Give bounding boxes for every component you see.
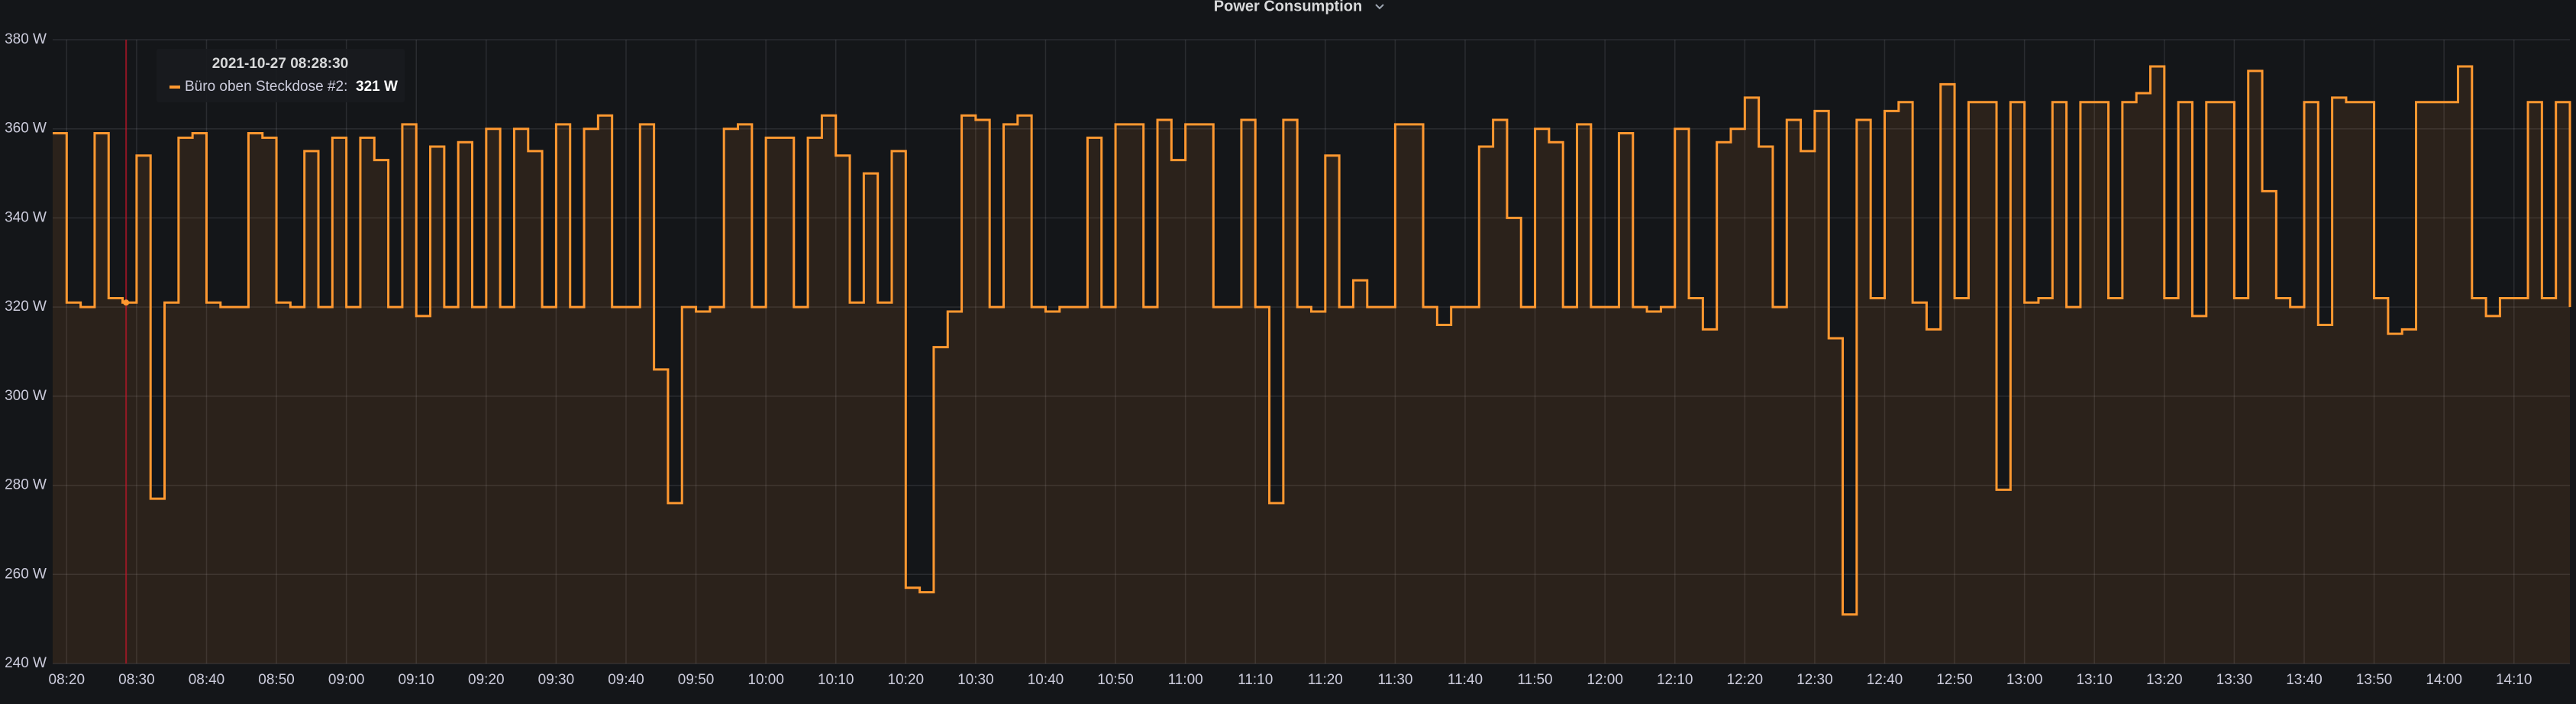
y-tick-label: 360 W: [5, 121, 47, 137]
x-tick-label: 10:10: [818, 672, 854, 688]
x-tick-label: 12:00: [1587, 672, 1623, 688]
tooltip: 2021-10-27 08:28:30 Büro oben Steckdose #…: [157, 49, 405, 102]
y-tick-label: 240 W: [5, 655, 47, 671]
x-tick-label: 14:00: [2426, 672, 2462, 688]
x-tick-label: 13:50: [2356, 672, 2393, 688]
x-tick-label: 10:40: [1028, 672, 1064, 688]
x-tick-label: 09:00: [328, 672, 365, 688]
tooltip-box: [157, 49, 405, 102]
hover-point: [123, 299, 130, 306]
x-tick-label: 09:30: [538, 672, 575, 688]
tooltip-value: 321 W: [356, 79, 398, 95]
x-tick-label: 12:10: [1657, 672, 1693, 688]
x-tick-label: 13:30: [2216, 672, 2253, 688]
x-tick-label: 08:30: [118, 672, 155, 688]
x-tick-label: 09:10: [398, 672, 434, 688]
x-tick-label: 11:00: [1168, 672, 1203, 688]
x-tick-label: 11:30: [1377, 672, 1412, 688]
x-tick-label: 10:00: [747, 672, 784, 688]
y-tick-label: 340 W: [5, 209, 47, 225]
x-tick-label: 13:40: [2286, 672, 2323, 688]
x-tick-label: 14:10: [2496, 672, 2532, 688]
x-tick-label: 12:40: [1867, 672, 1903, 688]
x-tick-label: 09:40: [608, 672, 644, 688]
x-tick-label: 11:10: [1238, 672, 1273, 688]
x-tick-label: 11:40: [1448, 672, 1483, 688]
x-tick-label: 10:20: [888, 672, 925, 688]
x-tick-label: 09:50: [678, 672, 715, 688]
x-tick-label: 10:50: [1097, 672, 1134, 688]
x-tick-label: 12:20: [1727, 672, 1764, 688]
y-tick-label: 320 W: [5, 299, 47, 315]
x-tick-label: 11:50: [1517, 672, 1552, 688]
x-tick-label: 08:40: [189, 672, 225, 688]
tooltip-time: 2021-10-27 08:28:30: [212, 56, 349, 72]
x-tick-label: 08:20: [49, 672, 86, 688]
panel-title[interactable]: Power Consumption: [1214, 0, 1362, 15]
y-tick-label: 280 W: [5, 477, 47, 493]
x-tick-label: 13:00: [2006, 672, 2043, 688]
x-tick-label: 13:10: [2076, 672, 2113, 688]
x-tick-label: 09:20: [468, 672, 505, 688]
tooltip-label: Büro oben Steckdose #2:: [185, 79, 347, 95]
series-line: [53, 65, 2571, 616]
x-tick-label: 10:30: [957, 672, 994, 688]
x-tick-label: 13:20: [2146, 672, 2183, 688]
x-tick-label: 12:30: [1796, 672, 1833, 688]
title-caret[interactable]: [1375, 4, 1384, 10]
y-tick-label: 260 W: [5, 566, 47, 582]
y-tick-label: 300 W: [5, 388, 47, 404]
y-tick-label: 380 W: [5, 31, 47, 47]
x-tick-label: 12:50: [1936, 672, 1973, 688]
x-tick-label: 11:20: [1308, 672, 1343, 688]
x-tick-label: 08:50: [258, 672, 295, 688]
